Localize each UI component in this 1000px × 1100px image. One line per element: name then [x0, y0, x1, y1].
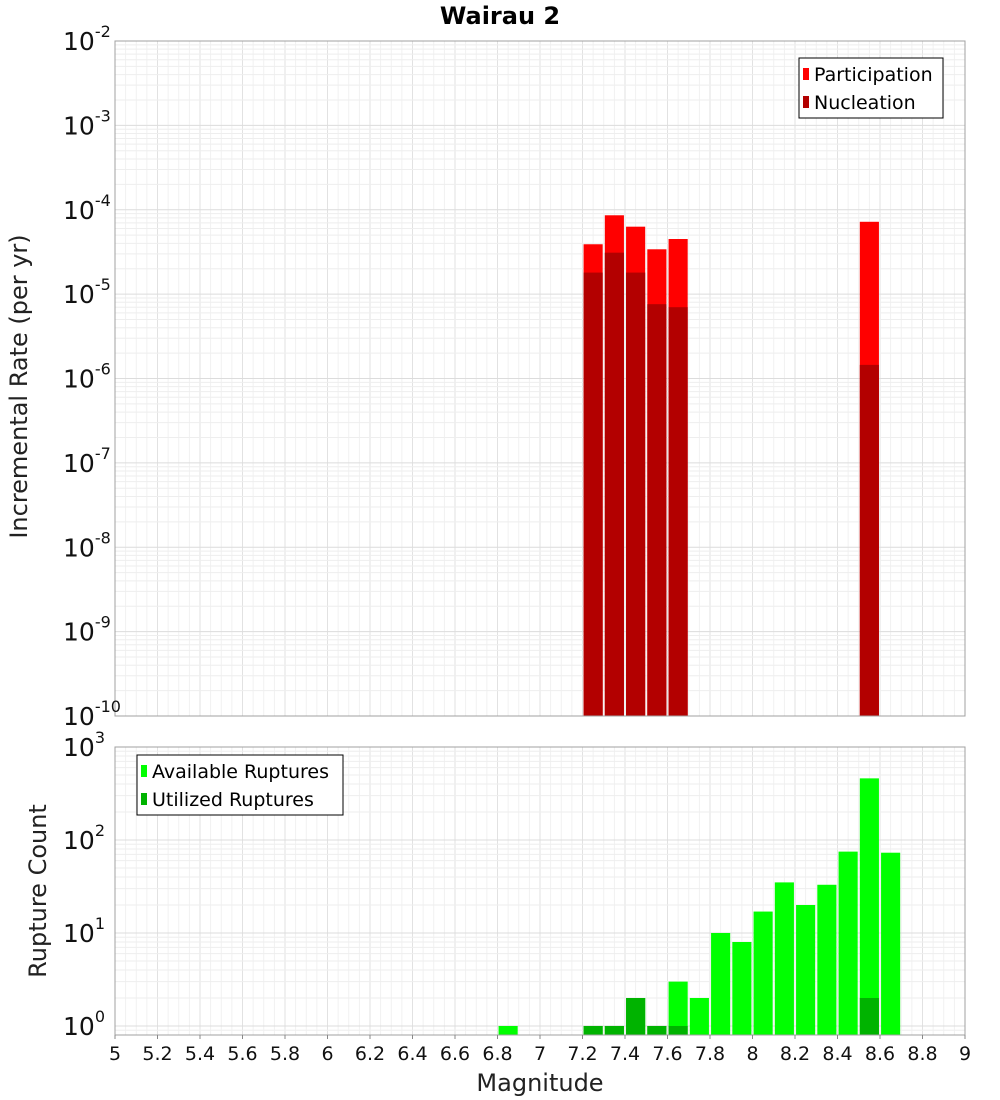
- bar-available-ruptures: [859, 778, 879, 1035]
- bar-available-ruptures: [732, 942, 752, 1035]
- y-tick-label: 10-3: [63, 106, 111, 140]
- legend-swatch: [803, 68, 809, 80]
- bar-utilized-ruptures: [668, 1025, 688, 1035]
- rate-y-ticks: 10-10 10-9 10-8 10-7 10-6 10-5 10-4 10-3 10-2: [63, 22, 121, 731]
- count-y-ticks: 100 101 102 103: [63, 728, 105, 1041]
- legend-label: Participation: [814, 64, 933, 86]
- count-bars: [498, 778, 901, 1035]
- bar-utilized-ruptures: [604, 1025, 624, 1035]
- x-tick-label: 7.8: [695, 1043, 725, 1065]
- bar-nucleation: [583, 272, 603, 716]
- x-tick-label: 9: [959, 1043, 971, 1065]
- x-tick-label: 7: [534, 1043, 546, 1065]
- bar-available-ruptures: [711, 932, 731, 1035]
- x-tick-label: 5.8: [270, 1043, 300, 1065]
- x-tick-label: 5.6: [227, 1043, 257, 1065]
- legend-swatch: [141, 765, 147, 777]
- bar-available-ruptures: [796, 904, 816, 1035]
- rate-grid: [114, 41, 966, 717]
- legend-label: Available Ruptures: [152, 761, 329, 783]
- y-tick-label: 10-4: [63, 191, 111, 225]
- y-tick-label: 10-8: [63, 528, 111, 562]
- bar-utilized-ruptures: [583, 1025, 603, 1035]
- legend-box: [798, 57, 944, 119]
- x-tick-label: 5: [109, 1043, 121, 1065]
- bar-nucleation: [668, 307, 688, 716]
- bar-utilized-ruptures: [626, 997, 646, 1035]
- bar-nucleation: [604, 252, 624, 716]
- y-tick-label: 10-6: [63, 360, 111, 394]
- legend-label: Nucleation: [814, 92, 916, 114]
- rate-y-axis-label: Incremental Rate (per yr): [5, 234, 33, 538]
- y-tick-label: 10-10: [63, 697, 121, 731]
- y-tick-label: 10-7: [63, 444, 111, 478]
- y-tick-label: 10-2: [63, 22, 111, 56]
- y-tick-label: 103: [63, 728, 105, 762]
- chart-title: Wairau 2: [440, 2, 560, 30]
- y-tick-label: 101: [63, 914, 105, 948]
- bar-nucleation: [626, 272, 646, 716]
- x-tick-label: 6: [321, 1043, 333, 1065]
- y-tick-label: 10-5: [63, 275, 111, 309]
- bar-utilized-ruptures: [859, 997, 879, 1035]
- y-tick-label: 102: [63, 821, 105, 855]
- bar-available-ruptures: [753, 911, 773, 1035]
- x-tick-label: 8.4: [822, 1043, 852, 1065]
- bar-available-ruptures: [817, 884, 837, 1035]
- x-tick-label: 6.2: [355, 1043, 385, 1065]
- legend-swatch: [141, 793, 147, 805]
- bar-nucleation: [859, 364, 879, 716]
- x-tick-label: 8.2: [780, 1043, 810, 1065]
- bar-available-ruptures: [689, 997, 709, 1035]
- x-tick-label: 7.2: [567, 1043, 597, 1065]
- x-ticks: 5 5.2 5.4 5.6 5.8 6 6.2 6.4 6.6 6.8 7 7.2 7.4 7.6 7.8 8…: [109, 1035, 971, 1065]
- count-y-axis-label: Rupture Count: [24, 804, 52, 978]
- x-axis-label: Magnitude: [476, 1069, 603, 1097]
- bar-available-ruptures: [838, 851, 858, 1035]
- x-tick-label: 5.2: [142, 1043, 172, 1065]
- rate-plot-frame: [114, 40, 966, 717]
- x-tick-label: 6.6: [440, 1043, 470, 1065]
- count-legend: Available Ruptures Utilized Ruptures: [136, 754, 344, 816]
- legend-swatch: [803, 96, 809, 108]
- bar-available-ruptures: [498, 1025, 518, 1035]
- x-tick-label: 6.8: [482, 1043, 512, 1065]
- bar-available-ruptures: [881, 852, 901, 1035]
- bar-available-ruptures: [774, 882, 794, 1035]
- x-tick-label: 7.4: [610, 1043, 640, 1065]
- x-tick-label: 8.6: [865, 1043, 895, 1065]
- bar-nucleation: [647, 304, 667, 716]
- x-tick-label: 7.6: [652, 1043, 682, 1065]
- x-tick-label: 5.4: [185, 1043, 215, 1065]
- x-tick-label: 8: [746, 1043, 758, 1065]
- bar-available-ruptures: [668, 981, 688, 1035]
- legend-box: [136, 754, 344, 816]
- rate-legend: Participation Nucleation: [798, 57, 944, 119]
- y-tick-label: 100: [63, 1007, 105, 1041]
- y-tick-label: 10-9: [63, 613, 111, 647]
- rate-bars: [583, 215, 879, 717]
- x-tick-label: 8.8: [907, 1043, 937, 1065]
- legend-label: Utilized Ruptures: [152, 789, 314, 811]
- bar-utilized-ruptures: [647, 1025, 667, 1035]
- rate-panel: 10-10 10-9 10-8 10-7 10-6 10-5 10-4 10-3 10-2 In…: [5, 22, 966, 731]
- x-tick-label: 6.4: [397, 1043, 427, 1065]
- count-panel: 100 101 102 103 5 5.2 5.4 5.6 5.8 6 6.2 6.4 6.6 6.8 7…: [24, 728, 971, 1097]
